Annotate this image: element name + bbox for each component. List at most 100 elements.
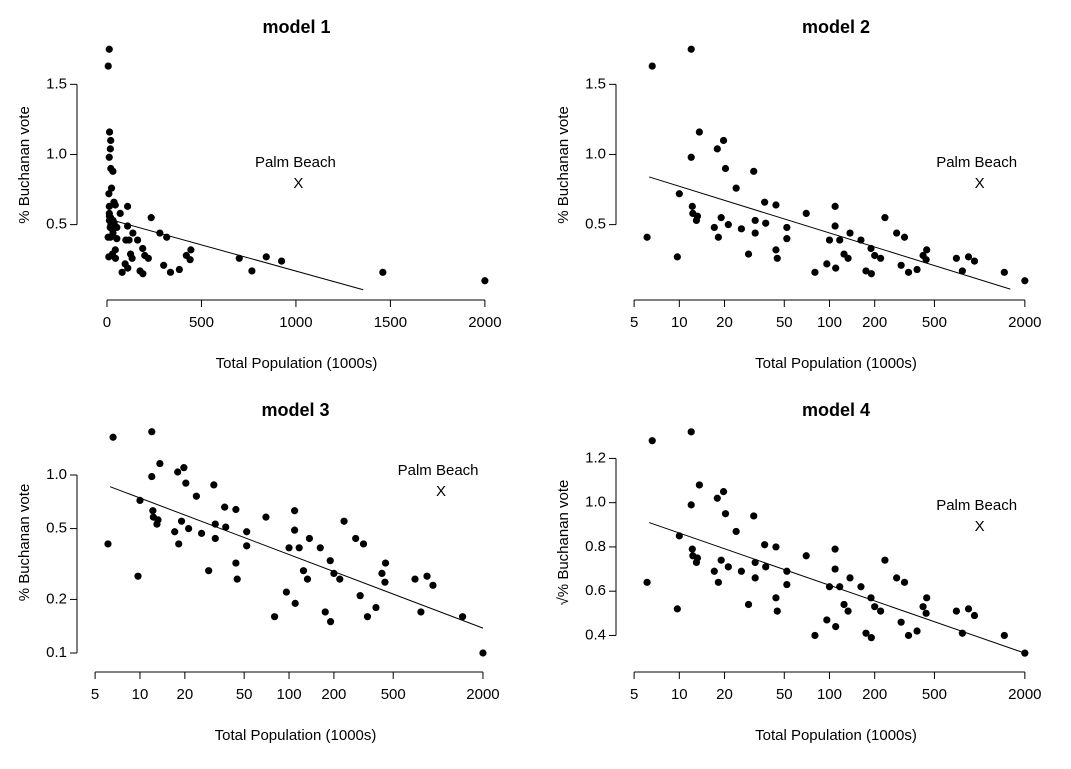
x-tick-label: 20 <box>716 314 733 331</box>
data-point <box>922 256 930 264</box>
y-tick-label: 0.5 <box>46 216 67 233</box>
data-point <box>305 534 314 543</box>
y-tick-label: 0.2 <box>46 590 67 607</box>
x-tick-label: 200 <box>862 314 887 331</box>
data-point <box>831 565 839 573</box>
data-point <box>160 261 168 269</box>
x-tick-label: 100 <box>277 686 302 703</box>
data-point <box>952 254 960 262</box>
data-point <box>750 167 758 175</box>
data-point <box>811 631 819 640</box>
x-tick-label: 100 <box>817 686 842 703</box>
data-point <box>116 209 124 218</box>
data-point <box>751 574 759 582</box>
data-point <box>648 62 656 70</box>
x-tick-label: 50 <box>776 686 793 703</box>
data-point <box>106 145 114 153</box>
data-point <box>128 254 136 262</box>
data-point <box>719 136 728 145</box>
data-point <box>688 545 696 553</box>
x-axis-label: Total Population (1000s) <box>215 727 377 744</box>
data-point <box>105 190 113 198</box>
data-point <box>326 618 335 626</box>
data-point <box>139 270 147 278</box>
data-point <box>717 556 725 564</box>
data-point <box>175 265 183 274</box>
data-point <box>321 608 329 616</box>
data-point <box>964 253 973 261</box>
data-point <box>262 253 270 261</box>
data-point <box>111 201 119 209</box>
data-point <box>125 236 133 244</box>
data-point <box>299 567 308 575</box>
data-point <box>166 268 175 276</box>
data-point <box>710 223 718 232</box>
data-point <box>291 507 299 515</box>
data-point <box>867 634 875 642</box>
data-point <box>144 254 152 262</box>
data-point <box>262 513 270 521</box>
data-point <box>303 575 312 583</box>
annotation-marker: X <box>975 518 985 535</box>
annotation-label: Palm Beach <box>398 462 479 479</box>
data-point <box>316 544 324 552</box>
data-point <box>187 246 195 254</box>
data-point <box>1000 268 1008 276</box>
x-tick-label: 5 <box>91 686 99 703</box>
data-point <box>336 575 344 583</box>
data-point <box>970 611 979 620</box>
data-point <box>923 594 931 602</box>
data-point <box>197 529 206 537</box>
data-point <box>714 578 722 586</box>
data-point <box>675 190 683 198</box>
data-point <box>751 558 759 567</box>
data-point <box>378 569 386 578</box>
data-point <box>831 222 839 230</box>
x-tick-label: 200 <box>862 686 887 703</box>
data-point <box>111 254 120 262</box>
data-point <box>964 605 973 613</box>
x-tick-label: 2000 <box>466 686 499 703</box>
data-point <box>719 488 728 496</box>
data-point <box>687 45 695 53</box>
data-point <box>105 153 113 161</box>
data-point <box>235 254 243 262</box>
data-point <box>1000 631 1008 640</box>
data-point <box>772 594 780 602</box>
data-point <box>479 649 487 657</box>
panel-title: model 3 <box>261 400 329 420</box>
y-tick-label: 1.0 <box>46 466 67 483</box>
data-point <box>717 214 725 222</box>
data-point <box>783 580 791 589</box>
data-point <box>732 184 740 192</box>
y-axis-label: % Buchanan vote <box>16 106 33 224</box>
data-point <box>710 567 718 575</box>
data-point <box>232 505 240 514</box>
data-point <box>695 481 703 489</box>
y-tick-label: 0.5 <box>46 520 67 537</box>
data-point <box>282 588 290 596</box>
data-point <box>105 45 113 53</box>
y-axis-label: √% Buchanan vote <box>555 480 572 606</box>
data-point <box>772 543 780 551</box>
data-point <box>185 524 193 533</box>
data-point <box>737 225 745 233</box>
annotation-label: Palm Beach <box>936 154 1017 171</box>
data-point <box>802 552 810 560</box>
data-point <box>958 629 966 637</box>
data-point <box>381 578 389 586</box>
data-point <box>673 605 681 613</box>
data-point <box>340 517 348 525</box>
data-point <box>900 578 909 586</box>
data-point <box>139 244 147 253</box>
data-point <box>687 153 695 161</box>
y-tick-label: 0.4 <box>585 626 606 643</box>
data-point <box>825 236 834 244</box>
fit-line <box>649 522 1026 654</box>
data-point <box>113 235 121 243</box>
data-point <box>182 479 190 487</box>
x-axis-label: Total Population (1000s) <box>755 727 917 744</box>
x-tick-label: 1000 <box>279 314 312 331</box>
x-tick-label: 1500 <box>374 314 407 331</box>
